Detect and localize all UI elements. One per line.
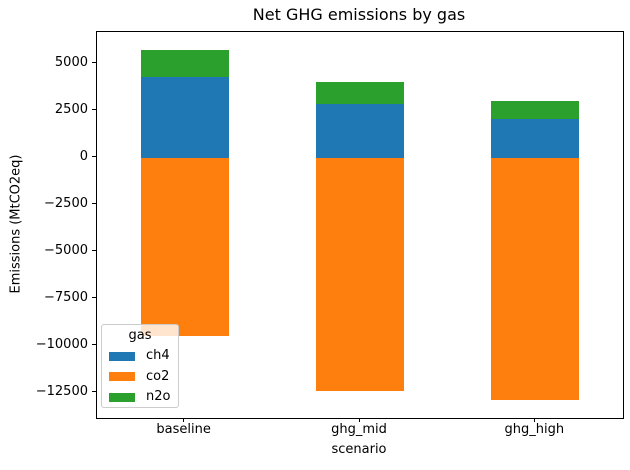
x-tick-mark <box>533 418 535 422</box>
y-tick-label: 5000 <box>54 54 88 70</box>
bar-segment-co2-baseline <box>140 157 229 336</box>
bar-segment-co2-ghg_mid <box>316 157 404 392</box>
bar-segment-n2o-ghg_high <box>491 101 580 120</box>
x-tick-mark <box>183 418 185 422</box>
y-tick-mark <box>92 344 96 346</box>
y-tick-label: 0 <box>79 148 88 164</box>
legend-row-co2: co2 <box>102 367 178 388</box>
y-tick-mark <box>92 391 96 393</box>
y-tick-label: 2500 <box>54 101 88 117</box>
y-tick-label: −12500 <box>35 383 88 399</box>
x-tick-label-baseline: baseline <box>156 422 211 437</box>
x-axis-label: scenario <box>331 442 387 457</box>
y-tick-label: −2500 <box>44 195 88 211</box>
y-tick-mark <box>92 203 96 205</box>
y-tick-mark <box>92 297 96 299</box>
bar-segment-co2-ghg_high <box>491 157 580 401</box>
bar-segment-n2o-baseline <box>140 49 229 77</box>
bar-segment-n2o-ghg_mid <box>316 82 404 105</box>
legend-label-co2: co2 <box>146 368 170 384</box>
y-tick-mark <box>92 156 96 158</box>
plot-area <box>96 31 624 419</box>
x-tick-label-ghg_high: ghg_high <box>504 422 565 437</box>
legend-swatch-co2 <box>109 372 135 382</box>
y-tick-label: −5000 <box>44 242 88 258</box>
x-tick-label-ghg_mid: ghg_mid <box>331 422 387 437</box>
legend-label-ch4: ch4 <box>146 348 170 364</box>
legend: gas ch4 co2 n2o <box>101 324 179 408</box>
y-tick-label: −7500 <box>44 289 88 305</box>
legend-row-n2o: n2o <box>102 387 178 408</box>
y-tick-mark <box>92 250 96 252</box>
bar-segment-ch4-baseline <box>140 76 229 158</box>
legend-items: ch4 co2 n2o <box>102 346 178 408</box>
bar-segment-ch4-ghg_high <box>491 119 580 158</box>
y-axis-label: Emissions (MtCO2eq) <box>8 154 24 294</box>
legend-swatch-ch4 <box>109 351 135 361</box>
y-tick-label: −10000 <box>35 336 88 352</box>
y-tick-mark <box>92 62 96 64</box>
y-tick-mark <box>92 109 96 111</box>
legend-title: gas <box>128 328 152 343</box>
legend-row-ch4: ch4 <box>102 346 178 367</box>
legend-swatch-n2o <box>109 392 135 402</box>
legend-label-n2o: n2o <box>146 389 171 405</box>
bar-segment-ch4-ghg_mid <box>316 104 404 158</box>
chart-title: Net GHG emissions by gas <box>252 5 466 24</box>
x-tick-mark <box>358 418 360 422</box>
